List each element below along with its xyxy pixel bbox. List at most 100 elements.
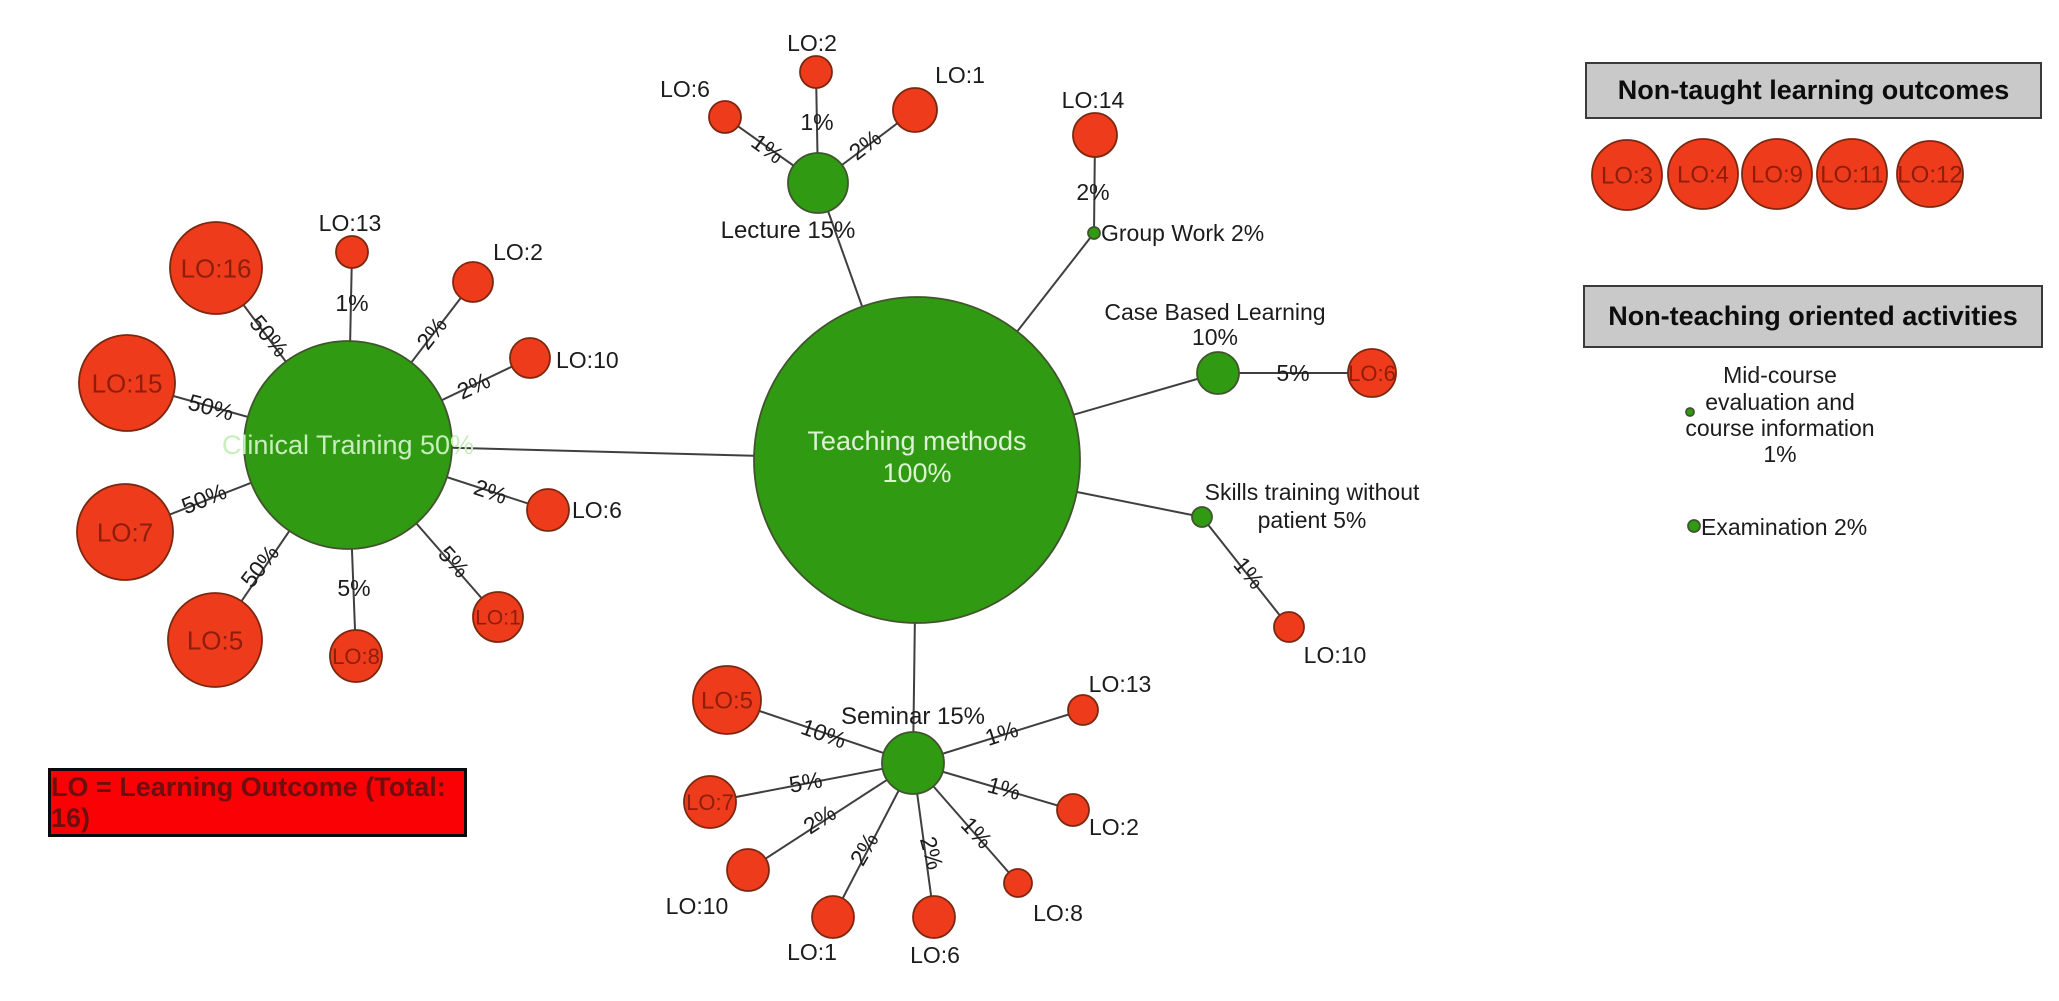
node-seminar-lo7 xyxy=(683,775,737,829)
diagram-label: Teaching methods xyxy=(807,426,1026,456)
lo-legend-label: LO = Learning Outcome (Total: 16) xyxy=(51,771,446,833)
diagram-label: LO:2 xyxy=(493,239,543,265)
node-clinical-lo6 xyxy=(526,488,570,532)
node-clinical-lo13 xyxy=(335,235,369,269)
node-seminar-lo13 xyxy=(1067,694,1099,726)
node-lecture xyxy=(787,152,849,214)
non-taught-outcomes-title: Non-taught learning outcomes xyxy=(1617,75,2010,105)
diagram-label: LO:10 xyxy=(666,893,729,919)
node-label-nontaught-lo11: LO:11 xyxy=(1820,162,1884,189)
node-seminar-lo2 xyxy=(1056,793,1090,827)
diagram-label: LO:10 xyxy=(556,347,619,373)
node-skills-training xyxy=(1191,506,1213,528)
node-nontaught-lo11 xyxy=(1816,138,1888,210)
diagram-label: Skills training without xyxy=(1205,479,1420,505)
node-lo14 xyxy=(1072,112,1118,158)
non-teaching-activities-header: Non-teaching oriented activities xyxy=(1583,285,2043,348)
diagram-label: 2% xyxy=(1076,179,1109,205)
node-clinical-lo8 xyxy=(329,629,383,683)
diagram-label: Lecture 15% xyxy=(721,217,856,244)
diagram-label: 1% xyxy=(982,716,1022,751)
node-teaching-methods xyxy=(753,296,1081,624)
node-seminar-lo8 xyxy=(1003,868,1033,898)
node-seminar-lo5 xyxy=(692,665,762,735)
diagram-label: 5% xyxy=(433,541,475,583)
edge-line xyxy=(709,762,914,803)
diagram-label: Examination 2% xyxy=(1701,514,1867,540)
node-label-casebased-lo6: LO:6 xyxy=(1348,361,1396,386)
diagram-label: 1% xyxy=(1763,441,1796,467)
diagram-label: 50% xyxy=(185,389,236,426)
diagram-label: 1% xyxy=(985,771,1024,805)
diagram-label: 50% xyxy=(178,478,230,519)
node-label-clinical-lo7: LO:7 xyxy=(97,517,153,547)
diagram-label: LO:6 xyxy=(910,942,960,968)
node-casebased-lo6 xyxy=(1347,348,1397,398)
edge-line xyxy=(1201,516,1290,628)
node-seminar-lo10 xyxy=(726,848,770,892)
node-nontaught-lo9 xyxy=(1741,138,1813,210)
node-case-based-learning xyxy=(1196,351,1240,395)
node-label-clinical-lo16: LO:16 xyxy=(181,253,252,283)
node-label-nontaught-lo3: LO:3 xyxy=(1601,163,1653,190)
node-label-clinical-lo5: LO:5 xyxy=(187,625,243,655)
diagram-label: LO:6 xyxy=(660,76,710,102)
node-seminar-lo1 xyxy=(811,895,855,939)
diagram-label: LO:14 xyxy=(1062,87,1125,113)
node-lecture-lo2 xyxy=(799,55,833,89)
diagram-label: LO:13 xyxy=(319,210,382,236)
node-label-seminar-lo7: LO:7 xyxy=(686,790,734,815)
diagram-label: Clinical Training 50% xyxy=(222,430,474,460)
node-clinical-lo16 xyxy=(169,221,263,315)
node-skills-lo10 xyxy=(1273,611,1305,643)
node-clinical-lo10 xyxy=(509,337,551,379)
node-examination-dot xyxy=(1687,519,1701,533)
diagram-label: LO:2 xyxy=(1089,814,1139,840)
diagram-label: evaluation and xyxy=(1705,389,1855,415)
node-clinical-lo2 xyxy=(452,261,494,303)
diagram-label: LO:1 xyxy=(787,939,837,965)
diagram-label: 10% xyxy=(1192,324,1238,350)
diagram-label: 2% xyxy=(915,834,949,873)
diagram-label: LO:1 xyxy=(935,62,985,88)
diagram-label: 5% xyxy=(787,766,824,797)
diagram-label: LO:13 xyxy=(1089,671,1152,697)
diagram-label: Group Work 2% xyxy=(1101,220,1264,246)
node-clinical-training xyxy=(243,340,453,550)
diagram-label: Mid-course xyxy=(1723,362,1837,388)
node-clinical-lo5 xyxy=(167,592,263,688)
edge-line xyxy=(747,762,914,871)
diagram-label: course information xyxy=(1685,415,1874,441)
node-clinical-lo7 xyxy=(76,483,174,581)
node-label-clinical-lo1: LO:1 xyxy=(475,607,521,630)
diagram-label: Case Based Learning xyxy=(1104,299,1325,325)
diagram-label: LO:8 xyxy=(1033,900,1083,926)
node-nontaught-lo4 xyxy=(1667,138,1739,210)
lo-legend-box: LO = Learning Outcome (Total: 16) xyxy=(48,768,467,837)
diagram-label: Seminar 15% xyxy=(841,703,985,730)
node-seminar-lo6 xyxy=(912,895,956,939)
node-label-nontaught-lo4: LO:4 xyxy=(1677,162,1729,189)
node-seminar xyxy=(881,731,945,795)
node-lecture-lo1 xyxy=(892,87,938,133)
node-label-nontaught-lo12: LO:12 xyxy=(1897,162,1962,189)
node-label-nontaught-lo9: LO:9 xyxy=(1751,162,1803,189)
node-label-clinical-lo15: LO:15 xyxy=(92,368,163,398)
diagram-label: 5% xyxy=(1276,360,1309,386)
node-label-clinical-lo8: LO:8 xyxy=(332,644,380,669)
non-taught-outcomes-header: Non-taught learning outcomes xyxy=(1585,62,2042,119)
diagram-label: 1% xyxy=(747,128,789,169)
diagram-label: 1% xyxy=(335,290,368,316)
diagram-label: LO:6 xyxy=(572,497,622,523)
diagram-label: 5% xyxy=(337,575,370,601)
diagram-label: 2% xyxy=(845,828,884,870)
node-group-work-dot xyxy=(1087,226,1101,240)
diagram-label: 2% xyxy=(471,474,511,509)
node-label-seminar-lo5: LO:5 xyxy=(701,688,753,715)
diagram-label: LO:2 xyxy=(787,30,837,56)
node-nontaught-lo12 xyxy=(1896,140,1964,208)
non-teaching-activities-title: Non-teaching oriented activities xyxy=(1608,301,2018,331)
node-nontaught-lo3 xyxy=(1591,139,1663,211)
